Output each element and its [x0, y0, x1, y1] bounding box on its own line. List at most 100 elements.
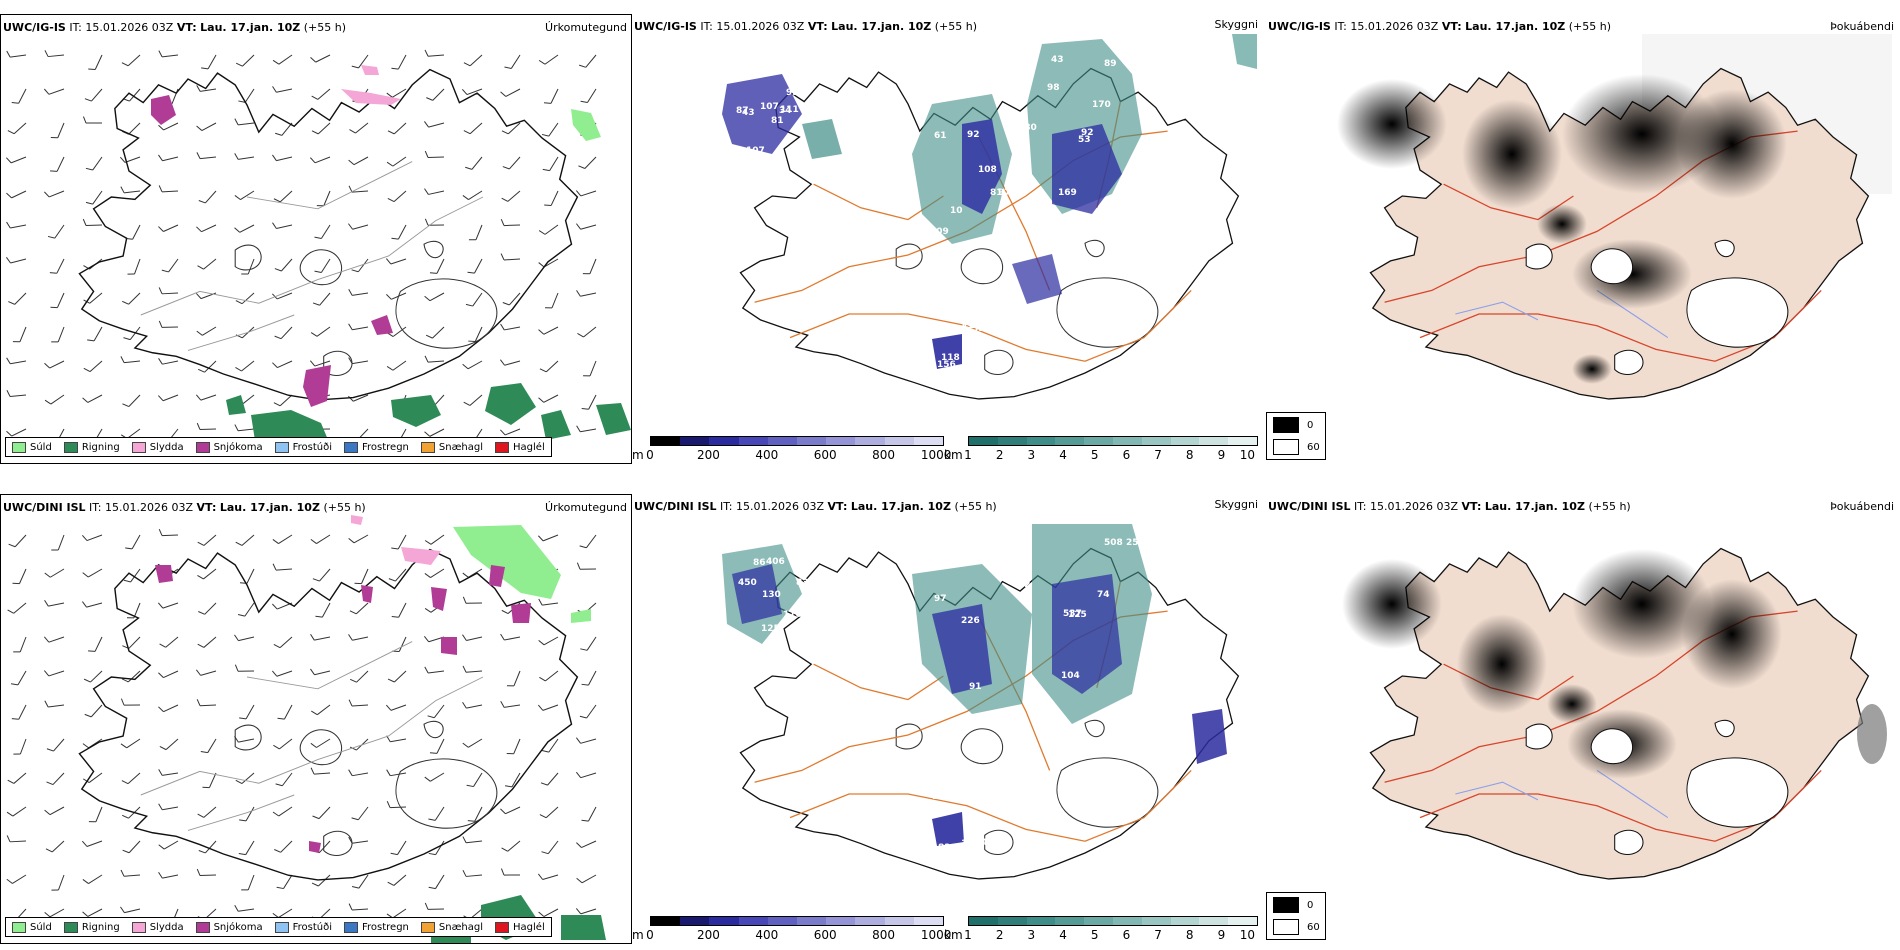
cloud-tick: 0 [646, 448, 654, 462]
wind-barb [429, 292, 445, 302]
wind-barb-flag [273, 198, 281, 203]
wind-barb [130, 568, 141, 583]
cbar-cell [680, 917, 710, 925]
fog-legend-swatch [1273, 897, 1299, 913]
wind-barb [318, 874, 331, 887]
cloud-base-label: 130 [762, 590, 781, 600]
wind-barb-flag [347, 223, 353, 230]
wind-barb-flag [50, 170, 58, 172]
wind-barb [50, 568, 65, 578]
wind-barb [13, 122, 27, 135]
wind-barb [466, 636, 483, 641]
wind-barb-flag [235, 779, 243, 784]
wind-barb-flag [462, 572, 469, 578]
cloud-patches [722, 524, 1227, 846]
wind-barb [544, 224, 559, 235]
wind-barb [314, 772, 331, 775]
wind-barb-flag [312, 578, 320, 582]
vis-colorbar [968, 916, 1258, 926]
legend-item: Rigning [63, 441, 120, 453]
legend-swatch [274, 441, 289, 453]
wind-barb-flag [88, 650, 96, 652]
wind-barb [239, 224, 255, 233]
wind-barb-flag [576, 842, 582, 848]
cbar-cell [1170, 917, 1200, 925]
cloud-tick: 0 [646, 928, 654, 942]
wind-barb-flag [10, 683, 19, 686]
wind-barb-flag [44, 911, 51, 918]
wind-barb [48, 602, 65, 607]
wind-barb [358, 874, 369, 889]
wind-barb [133, 602, 141, 619]
legend-item: Snjókoma [195, 921, 263, 933]
cbar-cell [1141, 437, 1171, 445]
wind-barb [247, 874, 255, 891]
wind-barb-flag [541, 749, 549, 753]
wind-barb [163, 670, 179, 679]
wind-barb [432, 326, 445, 339]
wind-barb [279, 190, 293, 203]
cloud-base-label: 169 [1058, 188, 1077, 198]
wind-barb [588, 394, 597, 410]
wind-barb [469, 122, 483, 135]
precip-legend-top: Súld Rigning Slydda Snjókoma Frostúði Fr… [5, 437, 552, 457]
wind-barb [281, 122, 293, 136]
vis-tick: 5 [1090, 928, 1099, 942]
vis-tick: 10 [1239, 928, 1255, 942]
wind-barb [13, 602, 27, 614]
vis-tick: 2 [995, 928, 1004, 942]
wind-barb [238, 122, 255, 126]
wind-barb-flag [123, 579, 131, 583]
wind-barb [161, 292, 179, 295]
wind-barb-flag [46, 748, 54, 752]
fog-legend-value: 60 [1307, 441, 1320, 453]
wind-barb-flag [462, 742, 469, 748]
wind-barb [321, 602, 331, 618]
wind-barb [238, 156, 255, 160]
wind-barb [543, 326, 559, 335]
cloud-base-label: 104 [1061, 671, 1080, 681]
fog-dark-areas [1337, 74, 1787, 384]
panel-label-visibility: Skyggni [1214, 498, 1258, 511]
wind-barb-flag [424, 666, 429, 674]
wind-barb [276, 670, 293, 677]
wind-barb-flag [196, 125, 203, 131]
wind-barb-flag [351, 269, 359, 273]
cloud-base-label: 81 [771, 116, 784, 126]
wind-barb-flag [123, 337, 131, 341]
wind-barb-flag [121, 780, 129, 785]
wind-barb [278, 806, 293, 817]
wind-barb [48, 88, 65, 95]
cloud-base-label: 91 [969, 682, 982, 692]
wind-barb-flag [387, 678, 395, 683]
cbar-cell [969, 917, 998, 925]
cbar-cell [1026, 437, 1056, 445]
cloud-base-label: 107 [760, 102, 779, 112]
wind-barb-flag [158, 528, 163, 536]
wind-barb [241, 292, 255, 305]
wind-barb [547, 840, 559, 854]
wind-barb [392, 88, 407, 98]
wind-barb [314, 360, 331, 367]
cloud-tick: 200 [696, 928, 720, 942]
legend-item: Snæhagl [420, 441, 483, 453]
wind-barb [163, 224, 179, 232]
wind-barb-flag [576, 290, 581, 297]
wind-barb [87, 908, 103, 917]
legend-item: Frostúði [274, 441, 332, 453]
wind-barb-flag [272, 86, 277, 93]
wind-barb [320, 224, 331, 239]
wind-barb [398, 602, 407, 618]
wind-barb-flag [272, 563, 277, 571]
cloud-base-label: 51 [972, 324, 985, 334]
wind-barb-flag [43, 636, 50, 643]
wind-barb [475, 224, 483, 241]
legend-swatch [420, 441, 435, 453]
wind-barb-flag [502, 166, 510, 170]
wind-barb-flag [310, 538, 317, 544]
wind-barb [200, 670, 217, 676]
wind-barb-flag [44, 399, 52, 405]
legend-swatch [195, 441, 210, 453]
wind-barb [245, 704, 255, 720]
wind-barb-flag [575, 771, 582, 778]
